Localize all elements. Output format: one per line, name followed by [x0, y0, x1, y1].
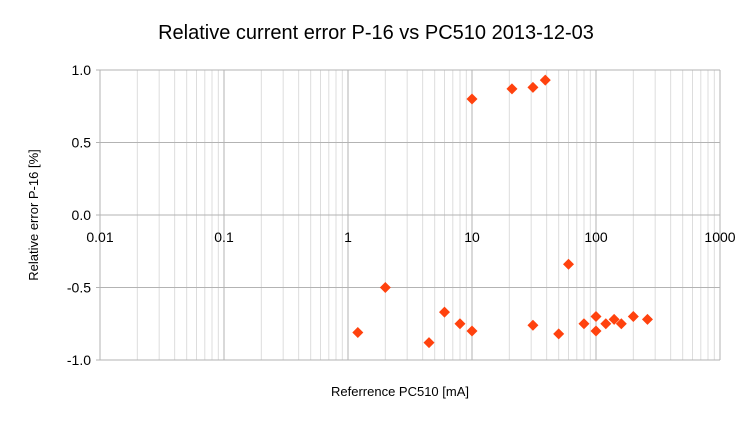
- x-tick-label: 10: [464, 229, 480, 245]
- tick-label-layer: 0.01 0.1 1 10 100 1000 1.0 0.5 0.0 -0.5 -1.0: [67, 62, 736, 368]
- data-point: [562, 258, 574, 270]
- data-point: [527, 319, 539, 331]
- axis-layer: [96, 69, 721, 361]
- y-axis-label: Relative error P-16 [%]: [26, 149, 41, 281]
- data-point: [379, 282, 391, 293]
- x-tick-label: 1000: [704, 229, 735, 245]
- data-point: [608, 313, 620, 325]
- data-point-layer: [352, 74, 653, 349]
- data-point: [352, 326, 364, 338]
- data-point: [590, 311, 602, 322]
- y-tick-label: -1.0: [67, 352, 91, 368]
- data-point: [590, 325, 602, 337]
- data-point: [466, 93, 478, 105]
- data-point: [539, 74, 551, 86]
- data-point: [600, 318, 612, 330]
- x-tick-label: 0.01: [86, 229, 113, 245]
- data-point: [438, 306, 450, 318]
- chart-title: Relative current error P-16 vs PC510 201…: [158, 22, 594, 44]
- y-tick-label: -0.5: [67, 280, 91, 296]
- data-point: [527, 81, 539, 93]
- x-axis-label: Referrence PC510 [mA]: [331, 384, 469, 399]
- data-point: [454, 318, 466, 330]
- x-tick-label: 1: [344, 229, 352, 245]
- x-tick-label: 100: [584, 229, 608, 245]
- y-tick-label: 0.5: [72, 135, 92, 151]
- data-point: [506, 83, 518, 95]
- data-point: [423, 337, 435, 349]
- y-tick-label: 1.0: [72, 62, 92, 78]
- data-point: [615, 318, 627, 330]
- data-point: [466, 325, 478, 337]
- data-point: [578, 318, 590, 330]
- y-tick-label: 0.0: [72, 207, 92, 223]
- x-tick-label: 0.1: [214, 229, 234, 245]
- data-point: [627, 311, 639, 322]
- data-point: [641, 313, 653, 325]
- data-point: [553, 328, 565, 340]
